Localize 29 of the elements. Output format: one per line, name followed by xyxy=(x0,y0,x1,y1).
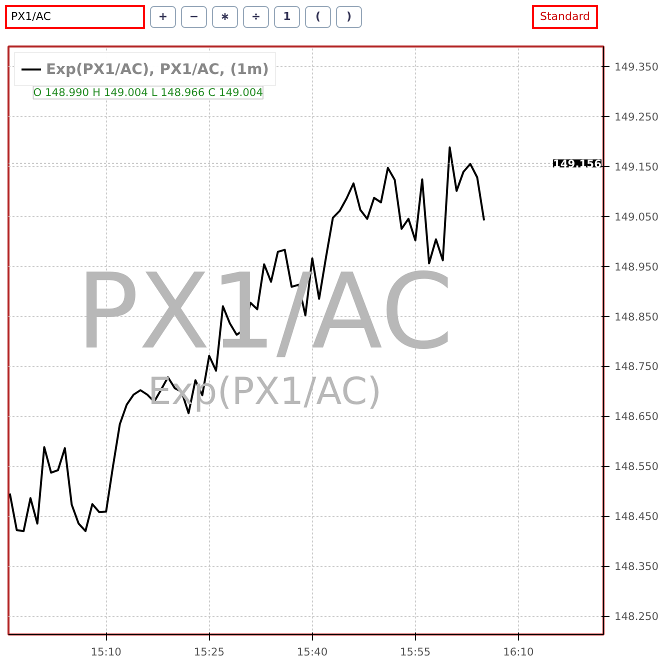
text: ∗ xyxy=(212,6,238,28)
y-tick-label: 148.650 xyxy=(614,410,659,424)
y-tick-label: 149.250 xyxy=(614,110,659,124)
text: + xyxy=(150,6,176,28)
y-tick-label: 149.350 xyxy=(614,60,659,74)
text: Standard xyxy=(532,5,598,29)
y-tick-label: 148.350 xyxy=(614,560,659,574)
text: 1 xyxy=(274,6,300,28)
x-tick-label: 15:10 xyxy=(90,646,122,658)
text: − xyxy=(181,6,207,28)
y-tick-label: 149.150 xyxy=(614,160,659,174)
y-tick-label: 148.250 xyxy=(614,610,659,624)
text: PX1/AC xyxy=(5,5,145,29)
legend-label: Exp(PX1/AC), PX1/AC, (1m) xyxy=(46,60,269,78)
text: ÷ xyxy=(243,6,269,28)
y-tick-label: 149.050 xyxy=(614,210,659,224)
x-tick-label: 16:10 xyxy=(503,646,534,658)
ref-line-label: 149.156 xyxy=(552,157,602,170)
y-tick-label: 148.950 xyxy=(614,260,659,274)
y-tick-label: 148.750 xyxy=(614,360,659,374)
x-tick-label: 15:40 xyxy=(296,646,328,658)
y-tick-label: 148.450 xyxy=(614,510,659,524)
y-tick-label: 148.850 xyxy=(614,310,659,324)
x-tick-label: 15:25 xyxy=(194,646,225,658)
y-tick-label: 148.550 xyxy=(614,460,659,474)
x-tick-label: 15:55 xyxy=(400,646,431,658)
text: ) xyxy=(336,6,362,28)
text: O 148.990 H 149.004 L 148.966 C 149.004 xyxy=(33,86,264,99)
text: ( xyxy=(305,6,331,28)
